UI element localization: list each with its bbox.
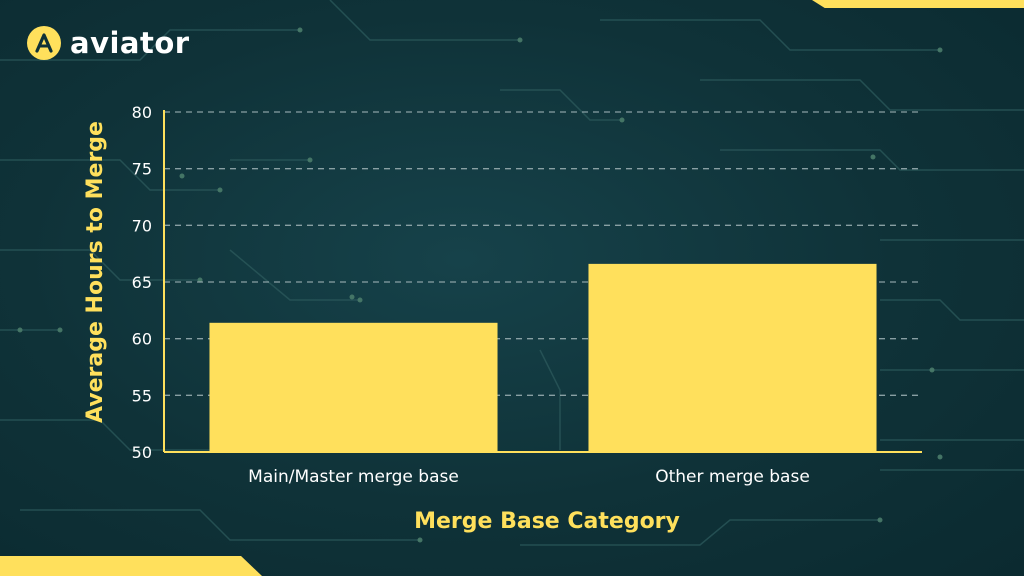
y-tick-label: 55 xyxy=(132,386,152,405)
aviator-logo-icon xyxy=(27,26,61,60)
x-tick-labels: Main/Master merge base Other merge base xyxy=(248,467,810,487)
accent-bar-top-right xyxy=(812,0,1024,8)
accent-bar-bottom-left xyxy=(0,556,262,576)
axes xyxy=(163,110,922,453)
brand-name: aviator xyxy=(70,25,190,60)
brand-logo: aviator xyxy=(27,26,190,60)
bars xyxy=(209,263,877,452)
x-tick-label: Other merge base xyxy=(655,467,810,487)
y-tick-label: 60 xyxy=(132,330,152,349)
x-axis-title: Merge Base Category xyxy=(414,509,680,534)
y-tick-label: 75 xyxy=(132,160,152,179)
x-tick-label: Main/Master merge base xyxy=(248,467,459,487)
bar xyxy=(209,322,498,452)
y-tick-labels: 50 55 60 65 70 75 80 xyxy=(132,103,152,462)
y-tick-label: 70 xyxy=(132,216,152,235)
y-axis-title: Average Hours to Merge xyxy=(83,121,108,423)
y-tick-label: 65 xyxy=(132,273,152,292)
bar xyxy=(588,263,877,452)
y-tick-label: 50 xyxy=(132,443,152,462)
y-tick-label: 80 xyxy=(132,103,152,122)
